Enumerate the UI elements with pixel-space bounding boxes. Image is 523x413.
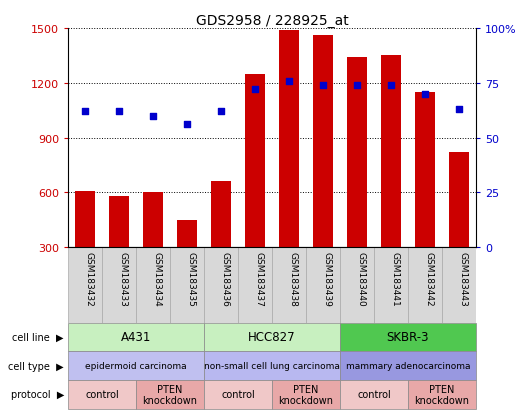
Point	[149, 113, 157, 120]
Bar	[204, 247, 238, 323]
Text: control: control	[85, 389, 119, 399]
Text: GSM183442: GSM183442	[425, 252, 434, 306]
Point	[454, 107, 463, 113]
Text: GSM183443: GSM183443	[459, 252, 468, 306]
Text: non-small cell lung carcinoma: non-small cell lung carcinoma	[204, 361, 340, 370]
Bar	[306, 247, 340, 323]
Point	[81, 109, 89, 115]
Text: GSM183434: GSM183434	[153, 252, 162, 306]
Bar	[340, 380, 408, 409]
Bar	[279, 31, 299, 302]
Text: GSM183433: GSM183433	[119, 252, 128, 306]
Bar	[75, 191, 95, 302]
Point	[183, 122, 191, 128]
Text: GSM183441: GSM183441	[391, 252, 400, 306]
Bar	[442, 247, 476, 323]
Bar	[340, 351, 476, 380]
Text: SKBR-3: SKBR-3	[386, 331, 429, 344]
Bar	[449, 153, 469, 302]
Point	[319, 83, 327, 89]
Bar	[211, 182, 231, 302]
Bar	[347, 58, 367, 302]
Bar	[136, 247, 170, 323]
Point	[420, 91, 429, 98]
Text: GSM183435: GSM183435	[187, 252, 196, 306]
Bar	[170, 247, 204, 323]
Text: mammary adenocarcinoma: mammary adenocarcinoma	[346, 361, 470, 370]
Bar	[238, 247, 272, 323]
Bar	[374, 247, 408, 323]
Text: GSM183437: GSM183437	[255, 252, 264, 306]
Bar	[313, 36, 333, 302]
Bar	[408, 380, 476, 409]
Bar	[177, 220, 197, 302]
Text: control: control	[221, 389, 255, 399]
Point	[386, 83, 395, 89]
Point	[115, 109, 123, 115]
Bar	[68, 323, 204, 351]
Point	[217, 109, 225, 115]
Bar	[68, 351, 204, 380]
Point	[285, 78, 293, 85]
Text: cell type  ▶: cell type ▶	[8, 361, 64, 371]
Text: PTEN
knockdown: PTEN knockdown	[278, 384, 334, 405]
Point	[251, 87, 259, 93]
Text: GSM183438: GSM183438	[289, 252, 298, 306]
Bar	[204, 380, 272, 409]
Bar	[136, 380, 204, 409]
Text: A431: A431	[121, 331, 151, 344]
Bar	[415, 93, 435, 302]
Title: GDS2958 / 228925_at: GDS2958 / 228925_at	[196, 14, 348, 28]
Bar	[68, 247, 102, 323]
Text: GSM183439: GSM183439	[323, 252, 332, 306]
Bar	[272, 380, 340, 409]
Bar	[272, 247, 306, 323]
Bar	[204, 351, 340, 380]
Text: GSM183440: GSM183440	[357, 252, 366, 306]
Bar	[340, 247, 374, 323]
Text: cell line  ▶: cell line ▶	[13, 332, 64, 342]
Bar	[204, 323, 340, 351]
Bar	[68, 380, 136, 409]
Text: PTEN
knockdown: PTEN knockdown	[142, 384, 198, 405]
Bar	[245, 74, 265, 302]
Text: GSM183436: GSM183436	[221, 252, 230, 306]
Text: HCC827: HCC827	[248, 331, 296, 344]
Bar	[408, 247, 442, 323]
Point	[353, 83, 361, 89]
Bar	[102, 247, 136, 323]
Text: GSM183432: GSM183432	[85, 252, 94, 306]
Bar	[109, 197, 129, 302]
Bar	[381, 56, 401, 302]
Text: epidermoid carcinoma: epidermoid carcinoma	[85, 361, 187, 370]
Text: PTEN
knockdown: PTEN knockdown	[414, 384, 470, 405]
Bar	[340, 323, 476, 351]
Text: protocol  ▶: protocol ▶	[10, 389, 64, 399]
Bar	[143, 193, 163, 302]
Text: control: control	[357, 389, 391, 399]
